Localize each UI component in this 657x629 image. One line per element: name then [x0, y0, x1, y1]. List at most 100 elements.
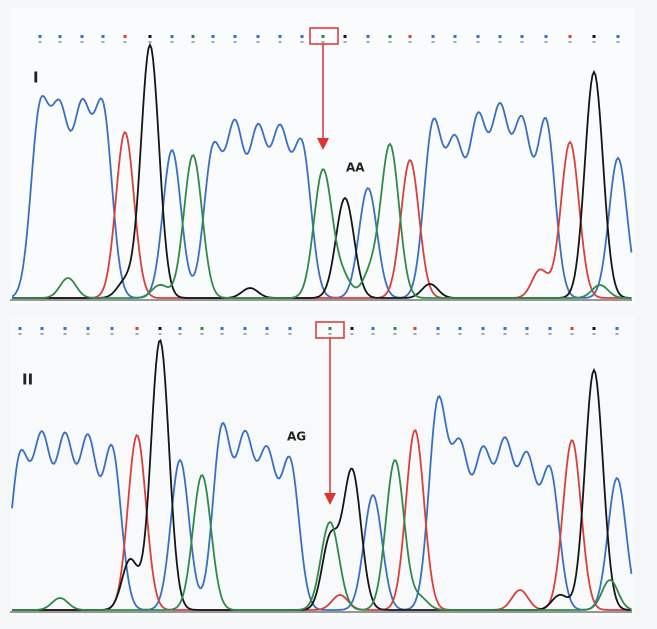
base-call [408, 35, 412, 38]
base-call [476, 35, 480, 38]
base-call [123, 35, 127, 38]
trace [12, 131, 632, 299]
base-call [256, 41, 260, 43]
base-call [498, 41, 502, 43]
base-call [101, 41, 105, 43]
base-call [80, 41, 84, 43]
base-call [436, 327, 440, 330]
base-call [498, 35, 502, 38]
base-call [570, 327, 574, 330]
base-call [110, 333, 114, 335]
genotype-label: AA [346, 161, 365, 175]
base-call [408, 41, 412, 43]
base-call [592, 327, 596, 330]
trace [11, 95, 633, 299]
panel-label: I [33, 69, 39, 87]
base-call [233, 41, 237, 43]
base-call [413, 327, 417, 330]
base-call [300, 35, 304, 38]
base-call [350, 327, 354, 330]
trace [12, 459, 632, 611]
base-call [63, 333, 67, 335]
base-call [503, 333, 507, 335]
base-call [568, 41, 572, 43]
base-call [278, 35, 282, 38]
base-call [135, 333, 139, 335]
base-call [431, 35, 435, 38]
base-call [40, 333, 44, 335]
base-call [371, 333, 375, 335]
base-call [458, 327, 462, 330]
base-call [243, 327, 247, 330]
base-call [481, 327, 485, 330]
panel-label: II [22, 371, 33, 389]
base-call [328, 327, 332, 330]
base-call [288, 327, 292, 330]
base-call [265, 333, 269, 335]
base-call [548, 327, 552, 330]
base-call [592, 333, 596, 335]
base-call [343, 35, 347, 38]
base-call [321, 35, 325, 38]
base-call [525, 327, 529, 330]
base-call [544, 41, 548, 43]
base-call [615, 333, 619, 335]
base-calls [18, 35, 620, 335]
base-call [170, 41, 174, 43]
base-call [86, 333, 90, 335]
base-call [38, 41, 42, 43]
base-call [178, 333, 182, 335]
base-call [200, 327, 204, 330]
base-call [256, 35, 260, 38]
base-call [233, 35, 237, 38]
arrow-head [324, 493, 336, 505]
base-call [18, 333, 22, 335]
base-call [110, 327, 114, 330]
base-call [476, 41, 480, 43]
base-call [436, 333, 440, 335]
base-call [431, 41, 435, 43]
base-call [520, 41, 524, 43]
base-call [191, 35, 195, 38]
base-call [343, 41, 347, 43]
base-call [101, 35, 105, 38]
base-call [265, 327, 269, 330]
base-call [278, 41, 282, 43]
base-call [393, 327, 397, 330]
base-call [18, 327, 22, 330]
base-call [366, 35, 370, 38]
base-call [40, 327, 44, 330]
base-call [58, 41, 62, 43]
base-call [191, 41, 195, 43]
base-call [453, 35, 457, 38]
base-call [158, 327, 162, 330]
base-call [63, 327, 67, 330]
base-call [453, 41, 457, 43]
base-call [211, 35, 215, 38]
base-call [321, 41, 325, 43]
base-call [388, 41, 392, 43]
base-call [413, 333, 417, 335]
base-call [568, 35, 572, 38]
base-call [58, 35, 62, 38]
arrow-head [317, 138, 329, 150]
base-call [371, 327, 375, 330]
base-call [170, 35, 174, 38]
base-call [350, 333, 354, 335]
base-call [243, 333, 247, 335]
base-call [178, 327, 182, 330]
base-call [503, 327, 507, 330]
base-call [525, 333, 529, 335]
base-call [38, 35, 42, 38]
base-call [220, 327, 224, 330]
base-call [544, 35, 548, 38]
base-call [481, 333, 485, 335]
base-call [288, 333, 292, 335]
base-call [615, 327, 619, 330]
base-call [135, 327, 139, 330]
base-call [123, 41, 127, 43]
base-call [520, 35, 524, 38]
base-call [366, 41, 370, 43]
